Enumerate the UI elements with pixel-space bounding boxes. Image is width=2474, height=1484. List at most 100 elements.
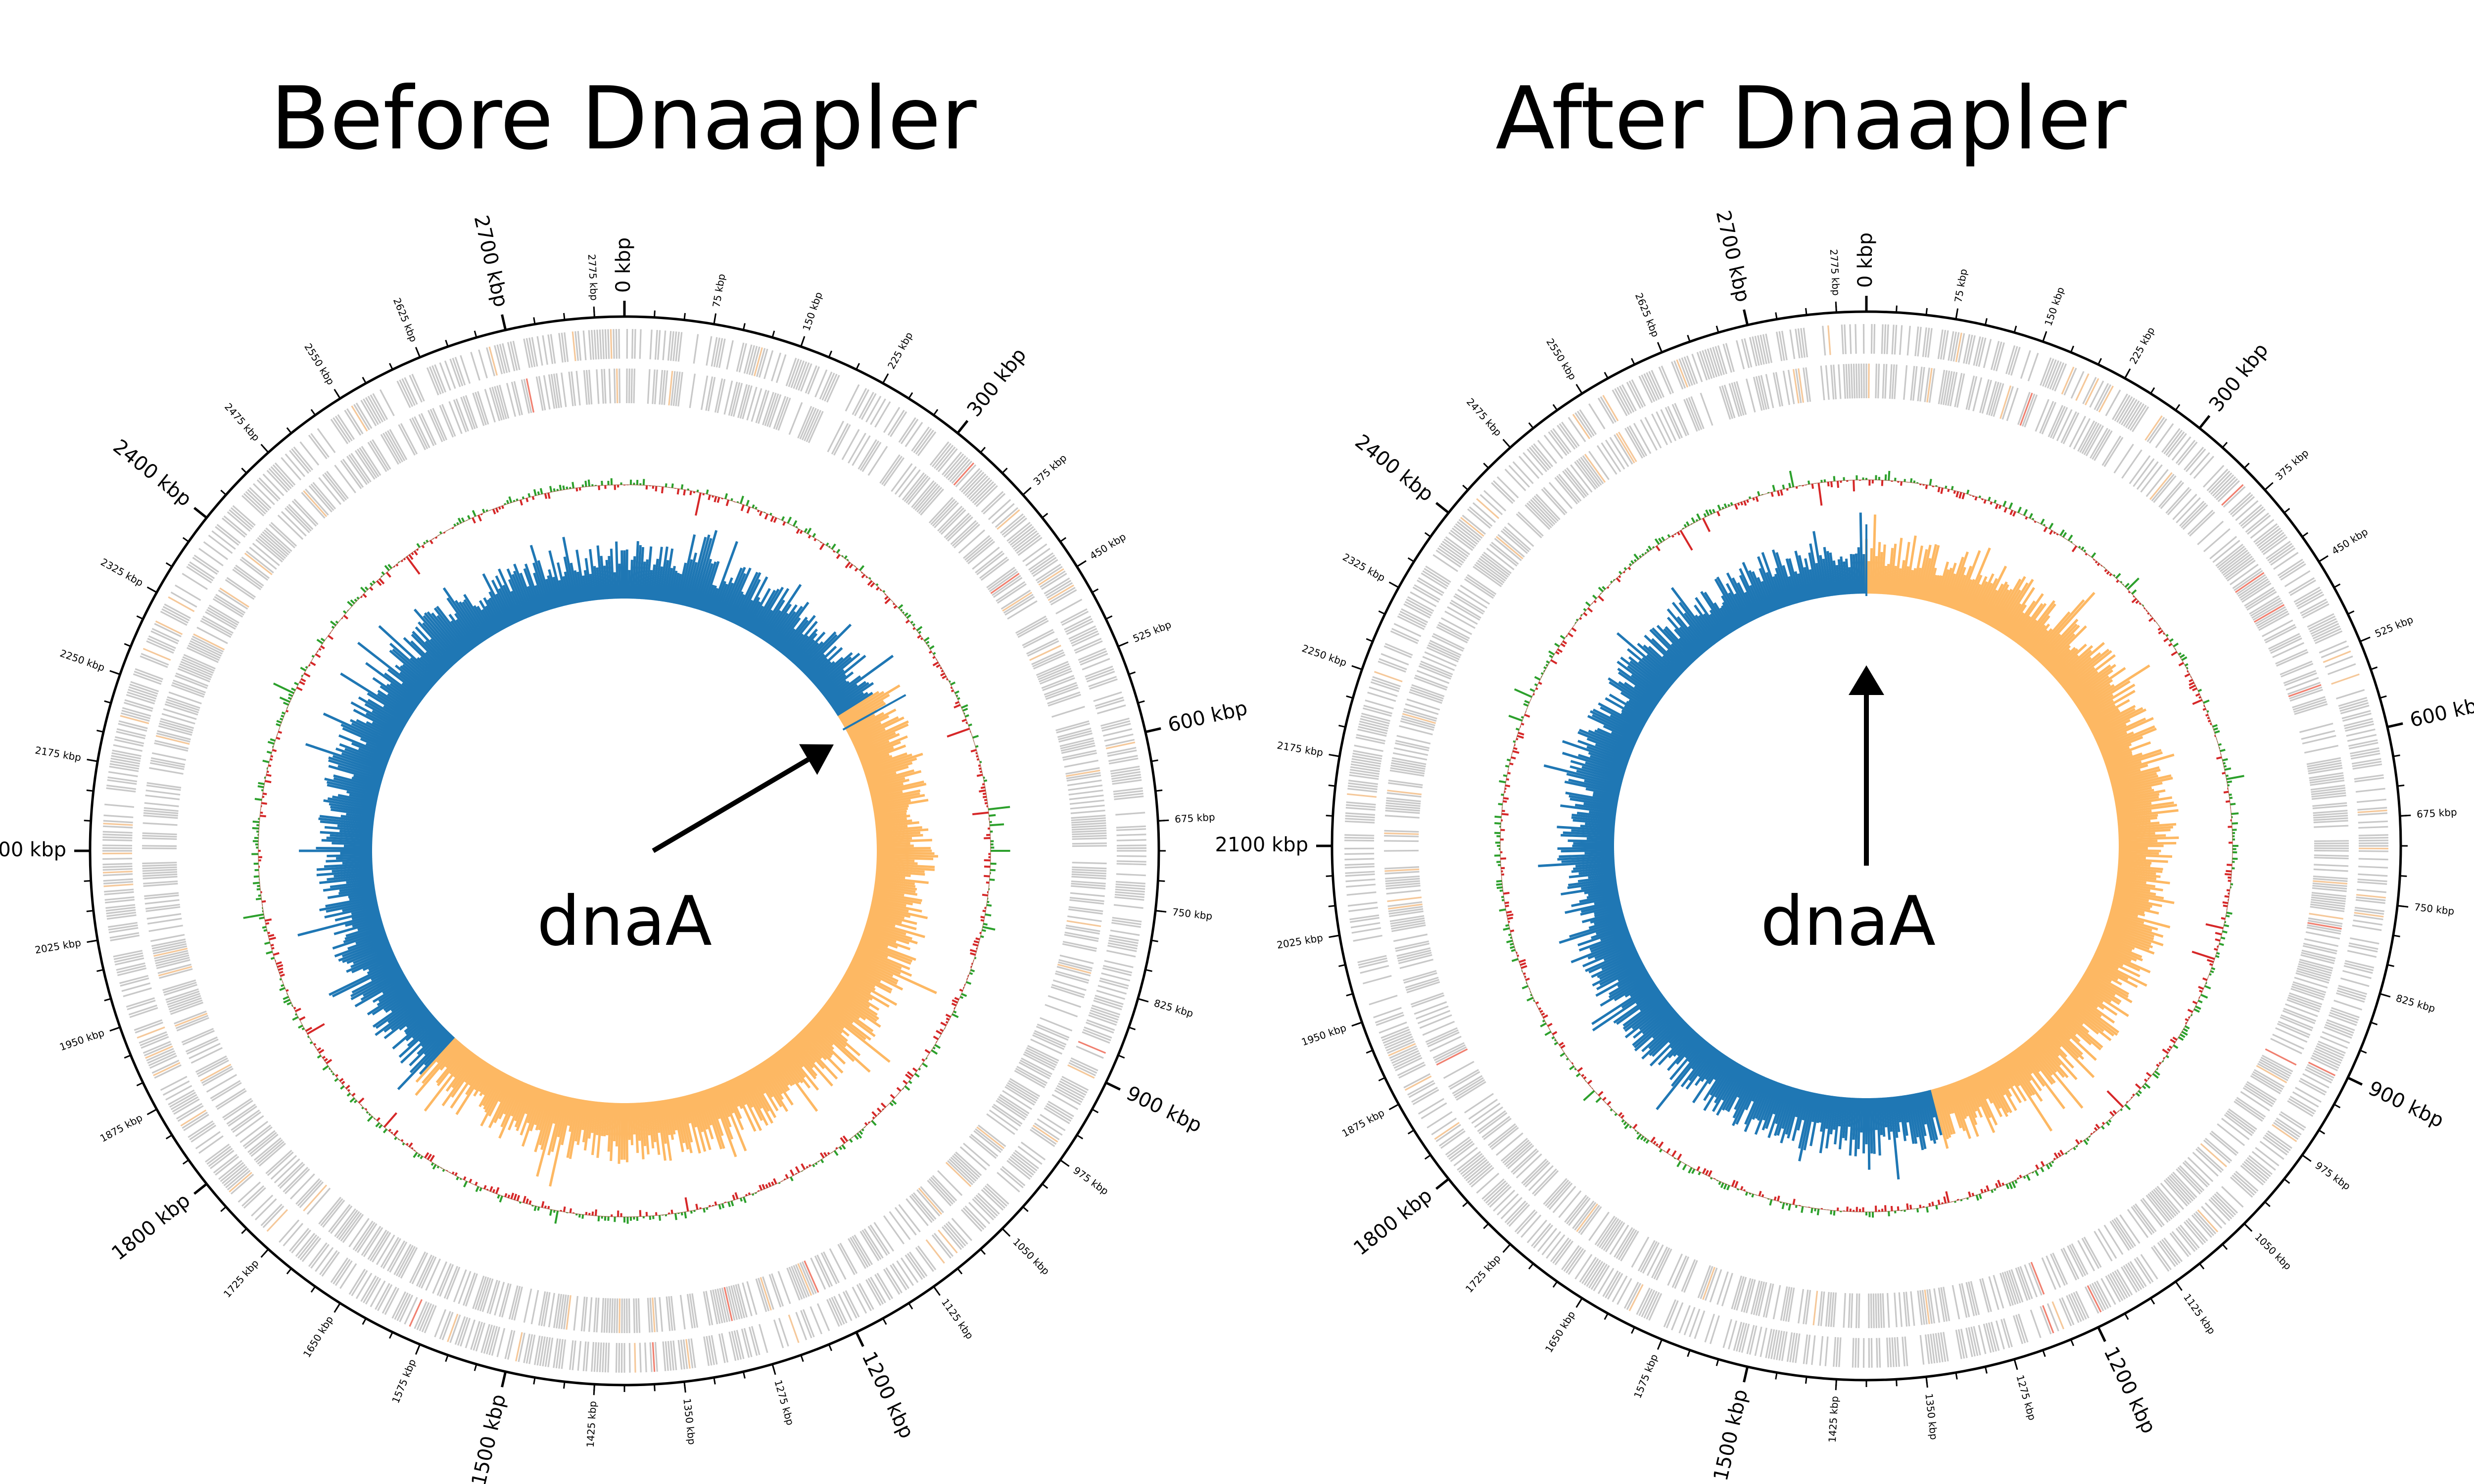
major-tick xyxy=(1435,502,1450,514)
minor-tick xyxy=(2243,1223,2253,1232)
minor-tick-label: 750 kbp xyxy=(1172,906,1213,922)
minor-tick-label: 2775 kbp xyxy=(586,254,600,301)
minor-tick xyxy=(2379,993,2391,998)
minor-tick-label: 2475 kbp xyxy=(1464,396,1504,438)
minor-tick xyxy=(109,1026,121,1032)
minor-tick-label: 450 kbp xyxy=(2330,526,2370,557)
minor-tick-label: 1275 kbp xyxy=(772,1379,796,1427)
gc-content-track xyxy=(1494,470,2244,1218)
major-tick-label: 0 kbp xyxy=(612,237,635,293)
minor-tick-label: 1725 kbp xyxy=(1463,1252,1503,1295)
major-tick-label: 1500 kbp xyxy=(468,1392,511,1484)
major-tick xyxy=(1435,1178,1450,1190)
minor-tick-label: 150 kbp xyxy=(800,290,825,332)
minor-tick-label: 2550 kbp xyxy=(302,341,336,387)
minor-tick xyxy=(1925,1377,1928,1388)
major-tick xyxy=(1743,309,1749,325)
minor-tick xyxy=(333,1302,341,1313)
minor-tick xyxy=(713,313,717,325)
minor-tick-label: 1350 kbp xyxy=(681,1397,698,1445)
minor-tick-label: 975 kbp xyxy=(2313,1159,2352,1193)
major-tick-label: 600 kbp xyxy=(2408,692,2474,732)
minor-tick-label: 2775 kbp xyxy=(1828,249,1842,296)
minor-tick xyxy=(109,670,121,675)
major-tick-label: 2700 kbp xyxy=(1712,208,1755,304)
minor-tick-label: 1875 kbp xyxy=(1340,1107,1386,1140)
before-circular-genome-map: 0 kbp 300 kbp 600 kbp 900 kbp 1200 kbp 1500 k… xyxy=(0,213,1249,1484)
minor-tick-label: 75 kbp xyxy=(710,273,727,309)
minor-tick xyxy=(2175,1281,2183,1291)
minor-tick-label: 2325 kbp xyxy=(1340,551,1387,584)
major-tick xyxy=(2347,1076,2363,1086)
major-tick-label: 1800 kbp xyxy=(1349,1184,1436,1260)
major-tick-label: 1800 kbp xyxy=(107,1189,194,1265)
gc-skew-track xyxy=(1538,512,2179,1180)
minor-tick xyxy=(146,586,157,593)
minor-tick xyxy=(1076,560,1087,567)
major-tick-label: 0 kbp xyxy=(1854,232,1877,288)
minor-tick xyxy=(2400,814,2411,817)
minor-tick-label: 1650 kbp xyxy=(301,1314,335,1360)
minor-tick xyxy=(1155,910,1167,913)
dnaa-arrow-head xyxy=(799,744,834,775)
minor-tick-label: 525 kbp xyxy=(2373,613,2415,640)
after-circular-genome-map: 0 kbp 300 kbp 600 kbp 900 kbp 1200 kbp 1500 k… xyxy=(1215,208,2474,1483)
minor-tick-label: 1575 kbp xyxy=(1631,1352,1660,1400)
dnaa-position-marker xyxy=(842,694,906,731)
minor-tick-label: 1425 kbp xyxy=(1826,1395,1841,1442)
after-dnaapler-panel: After Dnaapler 0 kbp 300 kbp 600 kbp 900 kb… xyxy=(1215,69,2474,1483)
after-dnaa-label: dnaA xyxy=(1760,881,1936,961)
minor-tick xyxy=(882,373,889,384)
minor-tick xyxy=(2013,1359,2018,1370)
minor-tick xyxy=(415,1344,421,1355)
major-tick-label: 1200 kbp xyxy=(857,1348,918,1442)
minor-tick xyxy=(1388,581,1399,588)
minor-tick-label: 1050 kbp xyxy=(2252,1231,2294,1272)
minor-tick xyxy=(1502,439,1511,448)
minor-tick-label: 825 kbp xyxy=(2395,992,2437,1015)
minor-tick xyxy=(2042,331,2047,342)
minor-tick xyxy=(1351,665,1363,670)
minor-tick-label: 1050 kbp xyxy=(1010,1236,1052,1277)
minor-tick xyxy=(87,758,98,762)
minor-tick-label: 2250 kbp xyxy=(58,647,106,674)
major-tick-label: 2100 kbp xyxy=(0,838,66,861)
minor-tick-label: 1425 kbp xyxy=(584,1400,599,1447)
minor-tick-label: 825 kbp xyxy=(1153,997,1195,1020)
minor-tick xyxy=(87,939,98,943)
minor-tick-label: 375 kbp xyxy=(1031,452,1069,487)
minor-tick xyxy=(1502,1244,1511,1253)
major-tick xyxy=(2097,1326,2106,1342)
minor-tick xyxy=(415,347,421,358)
minor-tick xyxy=(1022,487,1032,496)
minor-tick-label: 525 kbp xyxy=(1131,618,1173,645)
minor-tick-label: 1950 kbp xyxy=(1300,1021,1348,1048)
minor-tick xyxy=(800,336,806,347)
major-tick-label: 2400 kbp xyxy=(109,435,196,511)
minor-tick-label: 1125 kbp xyxy=(939,1297,976,1342)
minor-tick-label: 675 kbp xyxy=(2416,806,2457,820)
minor-tick xyxy=(1351,1021,1363,1027)
major-tick xyxy=(193,507,208,519)
major-tick xyxy=(855,1331,864,1347)
major-tick xyxy=(501,314,507,330)
major-tick xyxy=(1743,1366,1749,1383)
minor-tick-label: 750 kbp xyxy=(2414,901,2455,917)
minor-tick-label: 2025 kbp xyxy=(34,936,82,956)
dnaa-arrow-head xyxy=(1849,665,1884,695)
minor-tick-label: 2475 kbp xyxy=(222,401,262,443)
major-tick-label: 900 kbp xyxy=(1123,1082,1205,1137)
minor-tick-label: 2175 kbp xyxy=(34,744,82,763)
minor-tick xyxy=(1575,1298,1583,1308)
minor-tick-label: 2175 kbp xyxy=(1276,739,1324,758)
minor-tick xyxy=(1388,1104,1399,1111)
minor-tick xyxy=(333,389,341,399)
dnaa-arrow-shaft xyxy=(652,757,809,853)
before-dnaa-label: dnaA xyxy=(537,881,712,961)
minor-tick xyxy=(2264,482,2274,491)
major-tick xyxy=(1105,1081,1121,1091)
minor-tick xyxy=(933,1286,941,1296)
minor-tick-label: 2250 kbp xyxy=(1300,642,1348,669)
minor-tick xyxy=(2301,1154,2312,1162)
minor-tick-label: 1575 kbp xyxy=(389,1357,418,1405)
